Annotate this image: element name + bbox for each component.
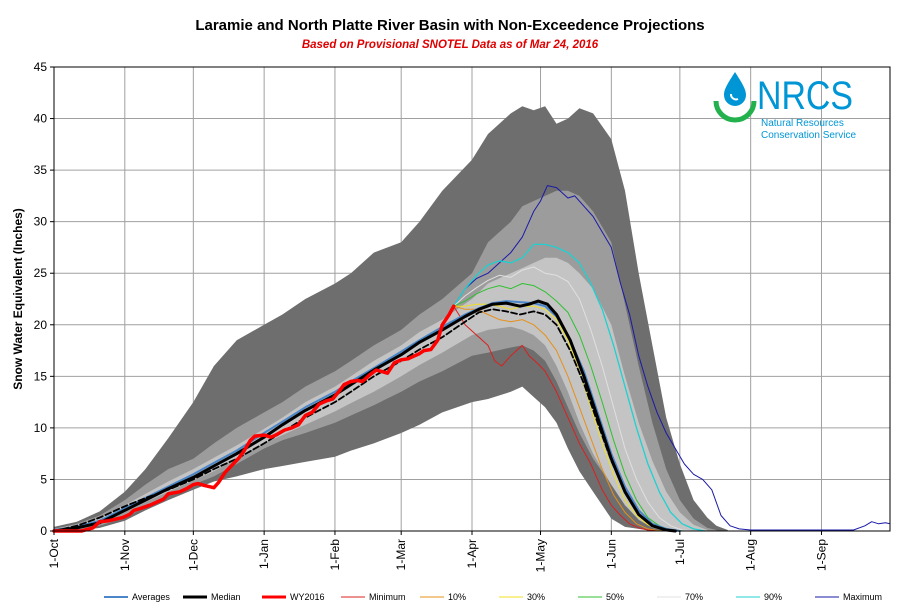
x-tick-label: 1-May: [534, 539, 548, 572]
legend-label: 10%: [448, 592, 466, 602]
series-minimum: [453, 305, 658, 532]
series-maximum: [453, 185, 891, 531]
x-tick-label: 1-Jun: [604, 539, 618, 569]
y-axis-label: Snow Water Equivalent (Inches): [11, 208, 25, 390]
y-tick-label: 15: [34, 369, 48, 383]
series-p70: [453, 266, 695, 532]
x-tick-label: 1-Mar: [394, 539, 408, 570]
series-wy2016: [52, 304, 456, 533]
x-tick-label: 1-Jul: [673, 539, 687, 565]
logo-line2: Conservation Service: [761, 130, 856, 141]
legend-item: Maximum: [815, 592, 882, 602]
x-tick-label: 1-Dec: [186, 539, 200, 571]
x-tick-label: 1-Jan: [257, 539, 271, 569]
y-tick-label: 5: [40, 472, 47, 486]
y-tick-label: 25: [34, 266, 48, 280]
y-tick-label: 35: [34, 163, 48, 177]
legend-item: Minimum: [341, 592, 406, 602]
legend-item: WY2016: [262, 592, 325, 602]
legend-label: Minimum: [369, 592, 406, 602]
legend-label: 50%: [606, 592, 624, 602]
legend-label: 90%: [764, 592, 782, 602]
legend-item: 10%: [420, 592, 466, 602]
legend-item: 30%: [499, 592, 545, 602]
y-tick-label: 30: [34, 215, 48, 229]
x-tick-label: 1-Aug: [744, 539, 758, 571]
legend-item: Averages: [104, 592, 170, 602]
series-p90: [453, 243, 706, 532]
legend-item: 50%: [578, 592, 624, 602]
water-drop-icon: [713, 72, 757, 123]
legend-item: 70%: [657, 592, 703, 602]
logo-wordmark: NRCS: [757, 74, 853, 118]
legend-label: Median: [211, 592, 241, 602]
chart-subtitle: Based on Provisional SNOTEL Data as of M…: [302, 39, 599, 51]
x-tick-label: 1-Feb: [328, 539, 342, 571]
y-axis-ticks: 0 5 10 15 20 25 30 35 40 45: [34, 60, 54, 538]
legend-label: Averages: [132, 592, 170, 602]
y-tick-label: 40: [34, 112, 48, 126]
y-tick-label: 0: [40, 524, 47, 538]
y-tick-label: 10: [34, 421, 48, 435]
legend-item: Median: [183, 592, 241, 602]
chart-title: Laramie and North Platte River Basin wit…: [195, 17, 704, 34]
y-tick-label: 45: [34, 60, 48, 74]
legend-item: 90%: [736, 592, 782, 602]
series-median: [52, 299, 677, 533]
x-tick-label: 1-Sep: [814, 539, 828, 571]
nrcs-logo: NRCS Natural Resources Conservation Serv…: [713, 72, 856, 141]
legend-label: WY2016: [290, 592, 325, 602]
x-tick-label: 1-Apr: [465, 539, 479, 568]
x-tick-label: 1-Nov: [118, 539, 132, 571]
x-tick-label: 1-Oct: [47, 538, 61, 568]
chart-legend: Averages Median WY2016 Minimum 10% 30% 50% 70% 9…: [104, 592, 882, 602]
legend-label: Maximum: [843, 592, 882, 602]
logo-line1: Natural Resources: [761, 118, 844, 129]
x-axis-ticks: 1-Oct 1-Nov 1-Dec 1-Jan 1-Feb 1-Mar 1-Apr 1-May…: [47, 531, 828, 572]
y-tick-label: 20: [34, 318, 48, 332]
series-p10: [453, 305, 667, 532]
legend-label: 70%: [685, 592, 703, 602]
series-p50: [453, 283, 685, 532]
series-lines: [52, 185, 891, 533]
legend-label: 30%: [527, 592, 545, 602]
